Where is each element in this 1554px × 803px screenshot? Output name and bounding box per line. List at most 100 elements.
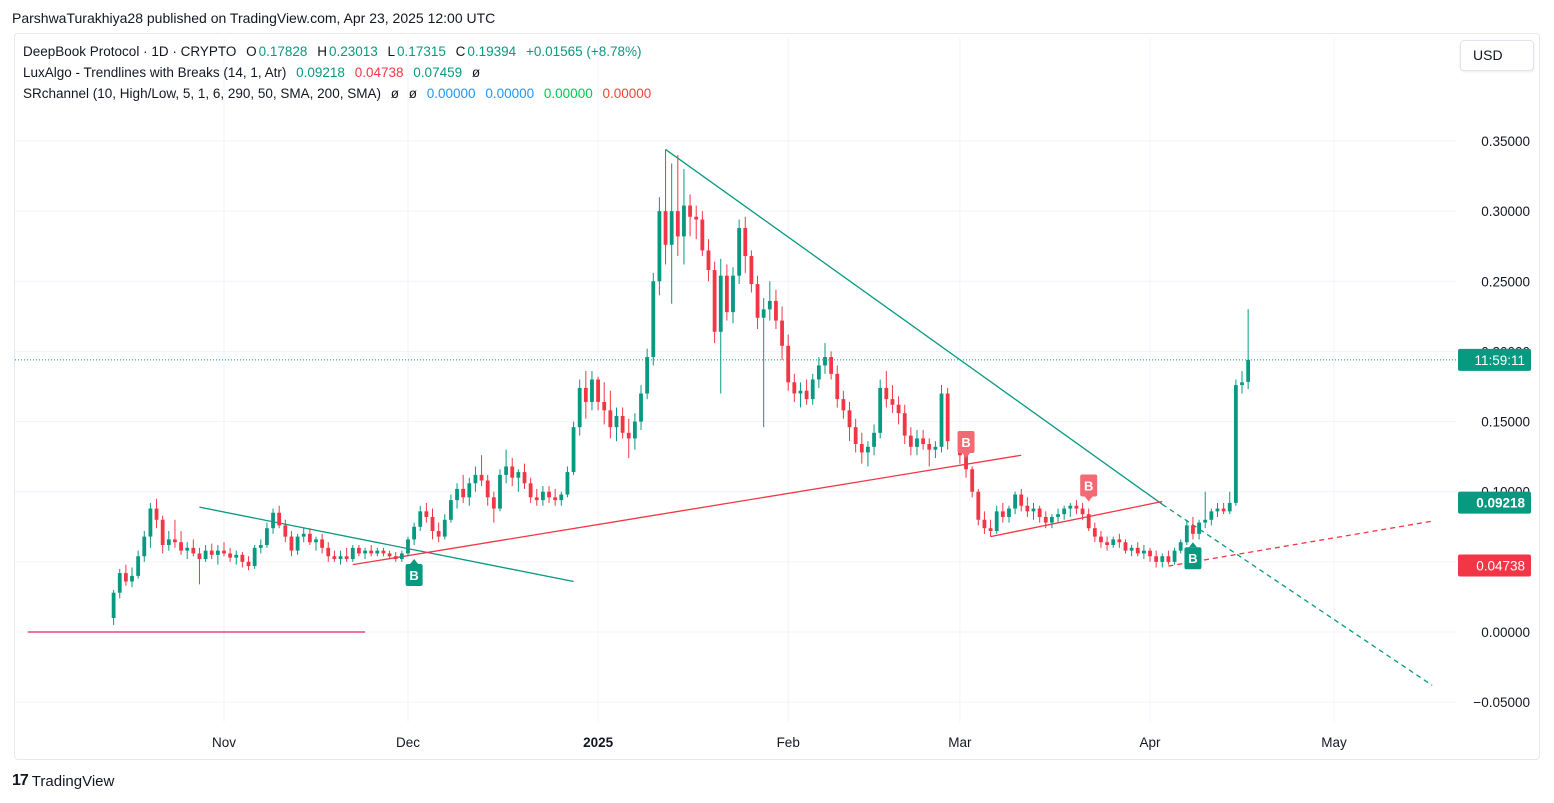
candle-body xyxy=(976,491,981,520)
candle-body xyxy=(301,533,306,537)
break-label-bg xyxy=(957,431,975,454)
y-tick-label: 0.30000 xyxy=(1481,204,1530,219)
candle-body xyxy=(338,556,343,560)
currency-button[interactable]: USD xyxy=(1460,40,1534,71)
candle-body xyxy=(810,379,815,400)
candle-body xyxy=(1154,556,1159,562)
trendline-downtrend-nov xyxy=(199,506,574,583)
candle-body xyxy=(939,393,944,447)
break-label-bg xyxy=(405,564,423,587)
legend-sr-v2: 0.00000 xyxy=(485,86,535,101)
y-tick-label: 0.15000 xyxy=(1481,415,1530,430)
candle-body xyxy=(902,413,907,436)
candle-body xyxy=(908,435,913,447)
candle-body xyxy=(1233,385,1238,503)
candle-body xyxy=(712,270,717,332)
candle-body xyxy=(154,508,159,520)
tradingview-footer[interactable]: 17 TradingView xyxy=(12,772,114,790)
break-label-pointer xyxy=(962,453,971,459)
candle-body xyxy=(516,472,521,478)
price-axis-label-bg xyxy=(1458,491,1531,514)
candle-body xyxy=(737,227,742,276)
candle-body xyxy=(915,438,919,447)
legend-luxalgo-row[interactable]: LuxAlgo - Trendlines with Breaks (14, 1,… xyxy=(23,65,482,80)
candle-body xyxy=(688,205,692,217)
candle-body xyxy=(657,211,662,282)
candle-body xyxy=(1000,511,1005,517)
candle-body xyxy=(173,539,177,543)
candle-body xyxy=(1080,508,1085,515)
candle-body xyxy=(1221,508,1226,512)
price-axis-label-bg xyxy=(1458,348,1531,371)
candle-body xyxy=(1148,550,1152,557)
candle-body xyxy=(724,275,729,313)
candle-body xyxy=(706,250,711,271)
legend-close-value: 0.19394 xyxy=(467,44,517,59)
candle-body xyxy=(191,547,196,554)
candle-body xyxy=(320,539,325,548)
legend-symbol[interactable]: DeepBook Protocol · 1D · CRYPTO xyxy=(23,44,237,59)
candle-body xyxy=(1086,514,1091,529)
legend-sr-v4: 0.00000 xyxy=(602,86,652,101)
candle-body xyxy=(449,500,453,520)
candle-body xyxy=(1172,550,1177,562)
candle-body xyxy=(369,550,374,554)
legend-sr-name[interactable]: SRchannel (10, High/Low, 5, 1, 6, 290, 5… xyxy=(23,86,381,101)
candle-body xyxy=(252,547,257,567)
candle-body xyxy=(565,472,570,495)
candle-body xyxy=(1191,525,1195,534)
candle-body xyxy=(344,556,349,560)
candle-body xyxy=(1019,494,1024,506)
candle-body xyxy=(307,533,312,543)
candle-body xyxy=(847,410,852,428)
candle-body xyxy=(534,497,539,501)
break-label-text: B xyxy=(1084,479,1093,494)
candle-body xyxy=(1031,508,1036,512)
legend-low-label: L xyxy=(387,44,396,59)
legend-sr-n2: ø xyxy=(408,86,417,101)
candle-body xyxy=(1117,539,1122,543)
candle-body xyxy=(878,387,883,433)
candle-body xyxy=(749,256,754,285)
candle-body xyxy=(553,497,558,501)
candle-body xyxy=(743,227,748,257)
candle-body xyxy=(577,387,582,428)
candle-body xyxy=(651,281,656,358)
candle-body xyxy=(1092,528,1097,537)
trendline-downtrend-main-ext xyxy=(1161,503,1433,686)
candle-body xyxy=(786,345,791,383)
candle-body xyxy=(1099,536,1103,543)
candle-body xyxy=(185,547,190,551)
candle-body xyxy=(148,508,153,537)
candle-body xyxy=(602,401,607,411)
candle-body xyxy=(522,472,527,484)
candle-body xyxy=(111,592,116,618)
y-tick-label: 0.25000 xyxy=(1481,274,1530,289)
candle-body xyxy=(945,393,950,442)
candle-body xyxy=(1129,547,1134,551)
candle-body xyxy=(1013,494,1018,509)
candle-body xyxy=(731,275,735,313)
candle-body xyxy=(160,519,165,546)
break-label-pointer xyxy=(1188,542,1197,548)
candle-body xyxy=(485,480,490,498)
candle-body xyxy=(835,373,840,400)
candle-body xyxy=(430,516,435,531)
candle-body xyxy=(130,575,134,582)
legend-luxalgo-name[interactable]: LuxAlgo - Trendlines with Breaks (14, 1,… xyxy=(23,65,287,80)
candle-body xyxy=(455,488,459,501)
candle-body xyxy=(970,469,975,492)
candle-body xyxy=(884,387,889,400)
candle-body xyxy=(197,553,202,560)
candle-body xyxy=(381,550,386,554)
candle-body xyxy=(1209,511,1214,520)
candle-body xyxy=(859,444,864,453)
chart-frame[interactable] xyxy=(14,33,1540,760)
candle-body xyxy=(1215,508,1220,512)
candle-body xyxy=(1037,508,1042,517)
candle-body xyxy=(964,455,968,470)
legend-srchannel-row[interactable]: SRchannel (10, High/Low, 5, 1, 6, 290, 5… xyxy=(23,86,653,101)
candle-body xyxy=(215,550,220,555)
tradingview-logo-icon: 17 xyxy=(12,772,29,789)
